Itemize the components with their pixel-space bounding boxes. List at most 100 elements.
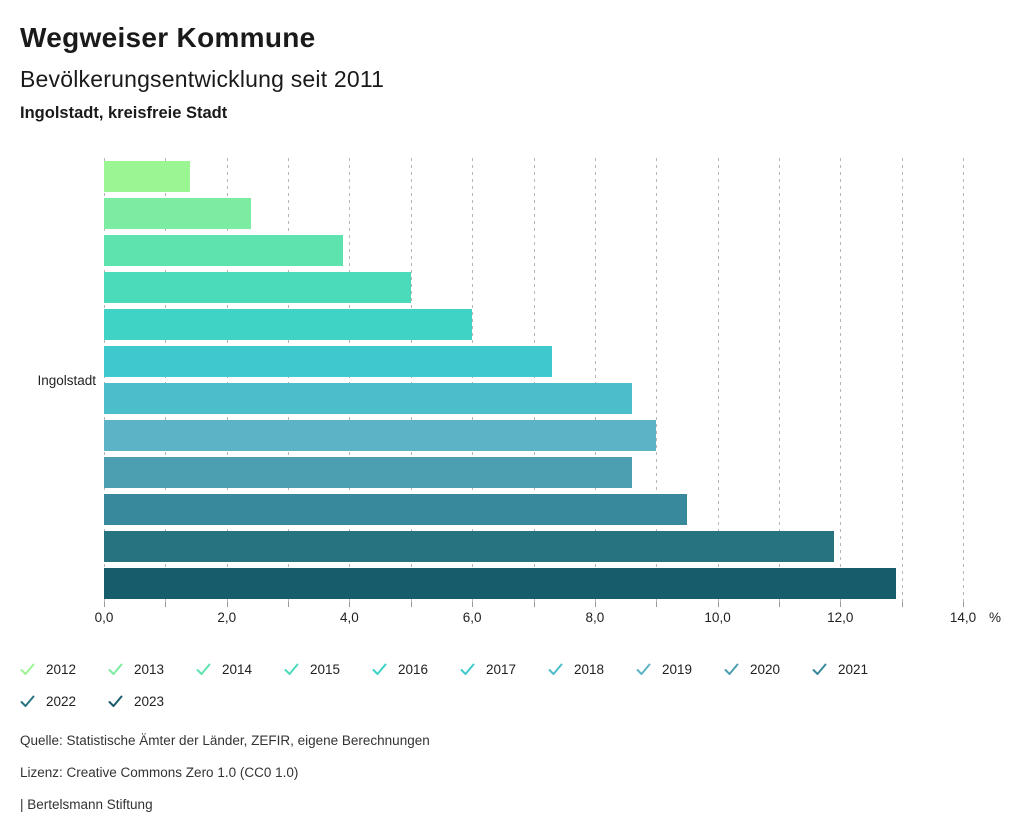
x-axis-tick — [594, 602, 596, 607]
gridline — [533, 158, 535, 602]
legend-item-label: 2020 — [750, 662, 781, 677]
gridline — [778, 158, 780, 602]
legend-item-label: 2019 — [662, 662, 693, 677]
x-axis-tick — [963, 602, 964, 607]
x-axis-tick — [349, 602, 351, 607]
gridline — [104, 158, 105, 602]
bar-row — [104, 491, 963, 528]
x-axis-tick — [226, 602, 228, 607]
plot-area — [104, 158, 964, 602]
legend-item-2018[interactable]: 2018 — [548, 658, 636, 681]
bar-row — [104, 380, 963, 417]
x-axis-tick-label: 2,0 — [217, 610, 237, 625]
legend-item-label: 2014 — [222, 662, 253, 677]
legend-item-2016[interactable]: 2016 — [372, 658, 460, 681]
checkmark-icon — [284, 663, 299, 676]
bar-2023[interactable] — [104, 568, 896, 599]
bar-2022[interactable] — [104, 531, 835, 562]
x-axis-tick — [288, 602, 290, 607]
bar-2018[interactable] — [104, 383, 632, 414]
y-axis-category-label: Ingolstadt — [37, 373, 96, 388]
legend-item-2015[interactable]: 2015 — [284, 658, 372, 681]
x-axis-tick — [901, 602, 903, 607]
legend-item-label: 2021 — [838, 662, 869, 677]
chart-title: Bevölkerungsentwicklung seit 2011 — [20, 66, 385, 92]
gridline — [901, 158, 903, 602]
legend-item-label: 2022 — [46, 694, 77, 709]
legend-item-2021[interactable]: 2021 — [812, 658, 900, 681]
bar-row — [104, 454, 963, 491]
legend: 2012 2013 2014 2015 2016 2017 2018 2019 2020 2021… — [20, 658, 920, 713]
gridline — [165, 158, 167, 602]
x-axis-tick-label: 10,0 — [704, 610, 731, 625]
legend-item-2023[interactable]: 2023 — [108, 690, 196, 713]
gridline — [472, 158, 474, 602]
legend-item-label: 2018 — [574, 662, 605, 677]
checkmark-icon — [108, 663, 123, 676]
bar-row — [104, 343, 963, 380]
legend-item-2013[interactable]: 2013 — [108, 658, 196, 681]
bar-row — [104, 232, 963, 269]
gridline — [963, 158, 964, 602]
legend-item-2020[interactable]: 2020 — [724, 658, 812, 681]
x-axis-tick — [656, 602, 658, 607]
legend-item-label: 2013 — [134, 662, 165, 677]
bar-2020[interactable] — [104, 457, 632, 488]
bar-row — [104, 565, 963, 602]
bar-row — [104, 306, 963, 343]
x-axis-tick-label: 12,0 — [827, 610, 854, 625]
region-subtitle: Ingolstadt, kreisfreie Stadt — [20, 104, 228, 122]
legend-item-2022[interactable]: 2022 — [20, 690, 108, 713]
x-axis-tick — [410, 602, 412, 607]
bar-row — [104, 269, 963, 306]
bar-series — [104, 158, 963, 602]
checkmark-icon — [372, 663, 387, 676]
bar-row — [104, 195, 963, 232]
gridline — [594, 158, 596, 602]
x-axis-tick — [472, 602, 474, 607]
page-title: Wegweiser Kommune — [20, 22, 316, 53]
bar-2015[interactable] — [104, 272, 411, 303]
bar-2021[interactable] — [104, 494, 687, 525]
legend-item-2012[interactable]: 2012 — [20, 658, 108, 681]
legend-item-2017[interactable]: 2017 — [460, 658, 548, 681]
bar-2016[interactable] — [104, 309, 473, 340]
checkmark-icon — [108, 695, 123, 708]
checkmark-icon — [20, 663, 35, 676]
checkmark-icon — [724, 663, 739, 676]
checkmark-icon — [636, 663, 651, 676]
gridline — [840, 158, 842, 602]
x-axis-tick — [778, 602, 780, 607]
checkmark-icon — [460, 663, 475, 676]
x-axis-tick — [533, 602, 535, 607]
checkmark-icon — [196, 663, 211, 676]
x-axis: % 0,0 2,0 4,0 6,0 8,0 10,0 12,0 14,0 — [95, 602, 1001, 632]
legend-item-2019[interactable]: 2019 — [636, 658, 724, 681]
legend-item-label: 2015 — [310, 662, 341, 677]
bar-2019[interactable] — [104, 420, 657, 451]
x-axis-tick — [165, 602, 167, 607]
license-note: Lizenz: Creative Commons Zero 1.0 (CC0 1… — [20, 765, 299, 780]
bar-2014[interactable] — [104, 235, 344, 266]
bar-row — [104, 417, 963, 454]
legend-item-2014[interactable]: 2014 — [196, 658, 284, 681]
bar-row — [104, 528, 963, 565]
checkmark-icon — [20, 695, 35, 708]
legend-item-label: 2012 — [46, 662, 77, 677]
source-note: Quelle: Statistische Ämter der Länder, Z… — [20, 733, 430, 748]
x-axis-unit-label: % — [988, 610, 1002, 625]
attribution-note: | Bertelsmann Stiftung — [20, 797, 153, 812]
x-axis-tick-label: 4,0 — [340, 610, 359, 625]
legend-item-label: 2017 — [486, 662, 517, 677]
x-axis-tick — [104, 602, 105, 607]
gridline — [288, 158, 290, 602]
checkmark-icon — [812, 663, 827, 676]
gridline — [349, 158, 351, 602]
bar-2013[interactable] — [104, 198, 252, 229]
bar-2017[interactable] — [104, 346, 552, 377]
gridline — [717, 158, 719, 602]
bar-2012[interactable] — [104, 161, 190, 192]
gridline — [226, 158, 228, 602]
x-axis-tick — [717, 602, 719, 607]
